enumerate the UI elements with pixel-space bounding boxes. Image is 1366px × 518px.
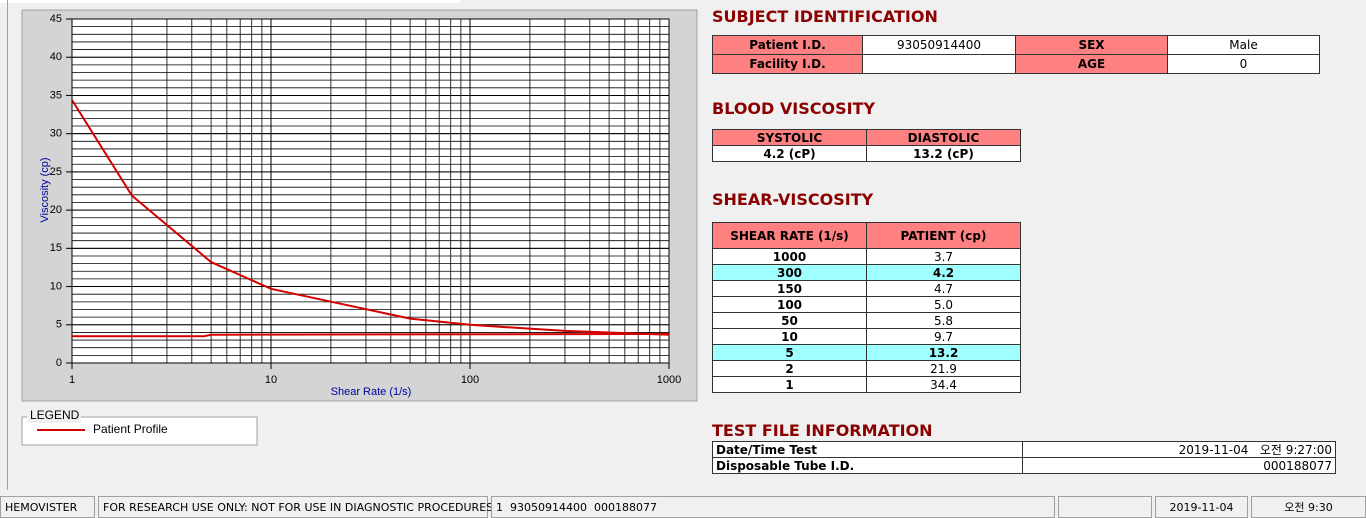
- status-cell: 오전 9:30: [1251, 496, 1366, 518]
- table-cell: 100: [712, 296, 867, 313]
- y-tick-label: 40: [50, 51, 62, 63]
- table-cell: 2019-11-04 오전 9:27:00: [1022, 441, 1336, 458]
- status-cell: 2019-11-04: [1155, 496, 1248, 518]
- y-axis-label: Viscosity (cp): [39, 157, 51, 222]
- table-cell: 34.4: [866, 376, 1021, 393]
- x-axis-label: Shear Rate (1/s): [331, 386, 412, 398]
- legend-label: Patient Profile: [93, 422, 168, 436]
- x-tick-label: 1: [69, 374, 75, 386]
- x-tick-label: 1000: [657, 374, 681, 386]
- field-label: AGE: [1015, 54, 1168, 74]
- table-cell: 1000: [712, 248, 867, 265]
- table-cell: 13.2 (cP): [866, 145, 1021, 162]
- section-title: BLOOD VISCOSITY: [712, 99, 876, 118]
- table-cell: 4.2: [866, 264, 1021, 281]
- y-tick-label: 0: [56, 357, 62, 369]
- field-value: 93050914400: [862, 35, 1016, 55]
- plot-area: [72, 19, 669, 363]
- table-cell: Disposable Tube I.D.: [712, 457, 1023, 474]
- field-value: 0: [1167, 54, 1320, 74]
- y-tick-label: 10: [50, 280, 62, 292]
- legend-title-bg: [27, 409, 81, 423]
- table-cell: 2: [712, 360, 867, 377]
- table-cell: Date/Time Test: [712, 441, 1023, 458]
- series-line: [72, 332, 670, 338]
- table-cell: 50: [712, 312, 867, 329]
- table-cell: 000188077: [1022, 457, 1336, 474]
- series-line: [71, 99, 670, 336]
- plot-frame: [71, 18, 670, 364]
- status-cell: HEMOVISTER: [0, 496, 95, 518]
- table-header: SHEAR RATE (1/s): [712, 222, 867, 249]
- x-tick-label: 100: [461, 374, 479, 386]
- field-label: Patient I.D.: [712, 35, 863, 55]
- table-cell: 13.2: [866, 344, 1021, 361]
- y-tick-label: 5: [56, 319, 62, 331]
- field-value: Male: [1167, 35, 1320, 55]
- top-edge: [0, 0, 460, 3]
- table-header: DIASTOLIC: [866, 129, 1021, 146]
- y-tick-label: 45: [50, 13, 62, 25]
- table-cell: 5: [712, 344, 867, 361]
- table-header: PATIENT (cp): [866, 222, 1021, 249]
- table-cell: 21.9: [866, 360, 1021, 377]
- status-cell: [1058, 496, 1152, 518]
- section-title: SHEAR-VISCOSITY: [712, 190, 874, 209]
- chart: LEGEND Shear Rate (1/s) Viscosity (cp) 0…: [0, 0, 698, 490]
- table-cell: 150: [712, 280, 867, 297]
- y-tick-label: 30: [50, 128, 62, 140]
- table-cell: 5.0: [866, 296, 1021, 313]
- legend-title: LEGEND: [30, 408, 80, 422]
- table-cell: 10: [712, 328, 867, 345]
- left-edge: [7, 0, 8, 490]
- table-cell: 4.7: [866, 280, 1021, 297]
- field-label: Facility I.D.: [712, 54, 863, 74]
- y-tick-label: 20: [50, 204, 62, 216]
- status-cell: FOR RESEARCH USE ONLY: NOT FOR USE IN DI…: [98, 496, 493, 518]
- status-cell: 1 93050914400 000188077: [491, 496, 1055, 518]
- table-cell: 4.2 (cP): [712, 145, 867, 162]
- table-header: SYSTOLIC: [712, 129, 867, 146]
- y-tick-label: 25: [50, 166, 62, 178]
- table-cell: 300: [712, 264, 867, 281]
- section-title: SUBJECT IDENTIFICATION: [712, 7, 938, 26]
- table-cell: 3.7: [866, 248, 1021, 265]
- field-label: SEX: [1015, 35, 1168, 55]
- table-cell: 1: [712, 376, 867, 393]
- y-tick-label: 35: [50, 89, 62, 101]
- table-cell: 5.8: [866, 312, 1021, 329]
- y-tick-label: 15: [50, 242, 62, 254]
- x-tick-label: 10: [265, 374, 277, 386]
- section-title: TEST FILE INFORMATION: [712, 421, 933, 440]
- field-value: [862, 54, 1016, 74]
- table-cell: 9.7: [866, 328, 1021, 345]
